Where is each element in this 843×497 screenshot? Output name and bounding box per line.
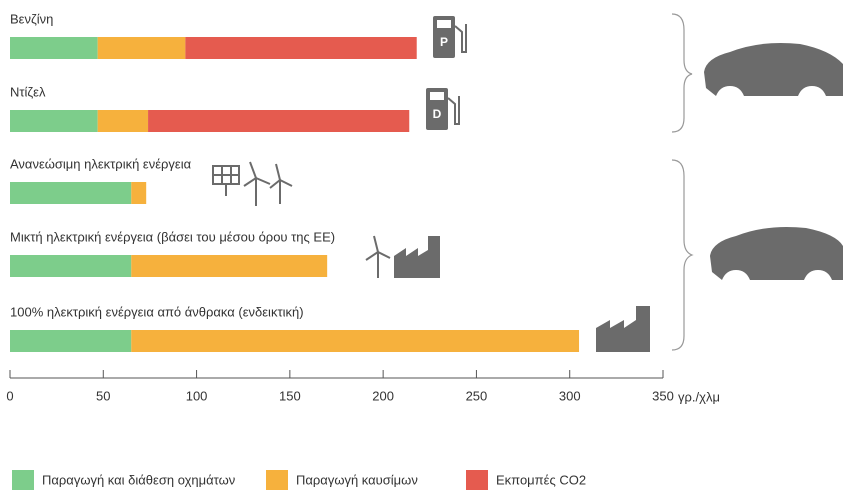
- pump-hose: [454, 24, 467, 53]
- bar-segment: [10, 37, 98, 59]
- x-tick-label: 250: [466, 388, 488, 403]
- legend-label: Εκπομπές CO2: [496, 472, 586, 487]
- bar-segment: [131, 182, 147, 204]
- bar-segment: [131, 255, 328, 277]
- x-tick-label: 150: [279, 388, 301, 403]
- category-label: Βενζίνη: [10, 11, 53, 26]
- bar-segment: [131, 330, 580, 352]
- bar-segment: [10, 255, 132, 277]
- legend-label: Παραγωγή καυσίμων: [296, 472, 418, 487]
- x-tick-label: 200: [372, 388, 394, 403]
- bar-segment: [148, 110, 410, 132]
- x-tick-label: 300: [559, 388, 581, 403]
- legend-swatch: [12, 470, 34, 490]
- x-tick-label: 50: [96, 388, 110, 403]
- pump-label: D: [433, 107, 442, 121]
- x-axis-label: γρ./χλμ: [678, 389, 720, 404]
- bar-segment: [97, 110, 149, 132]
- pump-hose: [447, 96, 460, 125]
- brace: [671, 159, 694, 351]
- pump-label: P: [440, 35, 448, 49]
- bar-segment: [10, 182, 132, 204]
- legend-swatch: [466, 470, 488, 490]
- car-icon: [710, 227, 843, 280]
- category-label: Μικτή ηλεκτρική ενέργεια (βάσει του μέσο…: [10, 229, 335, 244]
- renewable-icon: [212, 161, 391, 278]
- legend-label: Παραγωγή και διάθεση οχημάτων: [42, 472, 235, 487]
- bar-segment: [10, 330, 132, 352]
- x-tick-label: 350: [652, 388, 674, 403]
- category-label: Ανανεώσιμη ηλεκτρική ενέργεια: [10, 156, 192, 171]
- factory-icon: [596, 306, 650, 352]
- bar-segment: [10, 110, 98, 132]
- bar-segment: [97, 37, 186, 59]
- bar-segment: [185, 37, 417, 59]
- x-tick-label: 100: [186, 388, 208, 403]
- category-label: 100% ηλεκτρική ενέργεια από άνθρακα (ενδ…: [10, 304, 304, 319]
- category-label: Ντίζελ: [10, 84, 46, 99]
- pump-window: [437, 20, 451, 28]
- brace: [671, 13, 693, 133]
- factory-icon: [394, 236, 440, 278]
- x-tick-label: 0: [6, 388, 13, 403]
- pump-window: [430, 92, 444, 100]
- car-icon: [704, 43, 843, 96]
- legend-swatch: [266, 470, 288, 490]
